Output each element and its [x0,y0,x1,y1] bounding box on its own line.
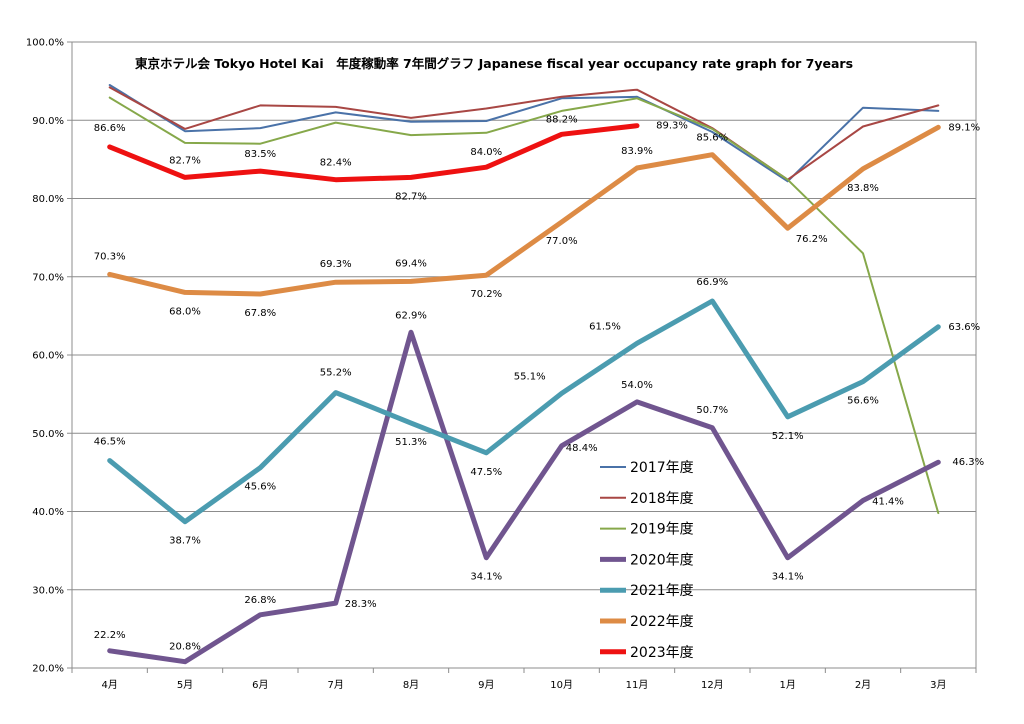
data-label: 54.0% [621,380,653,391]
data-label: 69.3% [320,259,352,270]
x-tick-label: 3月 [930,679,946,691]
data-label: 46.5% [94,437,126,448]
series-line-2021年度 [107,298,941,525]
data-label: 22.2% [94,630,126,641]
y-tick-label: 90.0% [32,116,64,127]
data-label: 69.4% [395,258,427,269]
x-tick-label: 7月 [327,679,343,691]
legend-label: 2021年度 [630,583,694,599]
legend-label: 2023年度 [630,645,694,661]
series-line-2017年度 [108,84,940,183]
data-label: 70.3% [94,251,126,262]
data-label: 55.1% [514,371,546,382]
data-label: 52.1% [772,431,804,442]
series-line-2023年度 [107,123,640,183]
data-label: 41.4% [872,497,904,508]
legend-label: 2019年度 [630,522,694,538]
y-tick-label: 60.0% [32,351,64,362]
data-label: 67.8% [244,308,276,319]
y-tick-label: 80.0% [32,194,64,205]
data-label: 46.3% [952,457,984,468]
data-labels: 22.2% 20.8% 26.8% 28.3% 62.9% 34.1% 48.4% 54.0%… [94,114,984,652]
x-tick-label: 2月 [855,679,871,691]
legend-label: 2018年度 [630,491,694,507]
y-tick-label: 100.0% [26,38,64,49]
x-tick-label: 8月 [403,679,419,691]
data-label: 50.7% [696,405,728,416]
data-label: 45.6% [244,482,276,493]
series-line-2018年度 [108,86,940,181]
legend-label: 2017年度 [630,460,694,476]
data-label: 70.2% [470,289,502,300]
data-label: 34.1% [772,572,804,583]
x-tick-label: 6月 [252,679,268,691]
data-label: 63.6% [948,322,980,333]
axes: 20.0% 30.0% 40.0% 50.0% 60.0% 70.0% 80.0% 90.0%… [26,38,977,691]
x-tick-label: 11月 [626,679,649,691]
data-label: 66.9% [696,277,728,288]
x-tick-label: 12月 [701,679,724,691]
data-label: 55.2% [320,368,352,379]
data-label: 68.0% [169,306,201,317]
y-tick-label: 50.0% [32,429,64,440]
data-label: 82.7% [169,155,201,166]
data-label: 83.5% [244,149,276,160]
gridlines [71,41,977,669]
data-label: 34.1% [470,572,502,583]
data-label: 82.7% [395,191,427,202]
data-label: 20.8% [169,642,201,653]
data-label: 62.9% [395,310,427,321]
legend: 2017年度 2018年度 2019年度 2020年度 2021年度 2022年度 2023… [600,460,694,661]
legend-label: 2020年度 [630,552,694,568]
data-label: 51.3% [395,437,427,448]
data-label: 89.3% [656,121,688,132]
data-label: 56.6% [847,396,879,407]
y-tick-label: 20.0% [32,664,64,675]
chart-title: 東京ホテル会 Tokyo Hotel Kai 年度稼動率 7年間グラフ Japa… [135,56,853,71]
series-line-2019年度 [108,96,940,515]
legend-label: 2022年度 [630,614,694,630]
y-tick-label: 70.0% [32,272,64,283]
series-line-2022年度 [107,124,941,297]
data-label: 88.2% [546,114,578,125]
x-tick-label: 10月 [550,679,573,691]
data-label: 89.1% [948,122,980,133]
data-label: 28.3% [345,599,377,610]
data-label: 77.0% [546,236,578,247]
x-tick-label: 5月 [177,679,193,691]
series-lines [107,84,941,665]
data-label: 48.4% [566,443,598,454]
data-label: 26.8% [244,595,276,606]
data-label: 83.8% [847,183,879,194]
x-tick-label: 9月 [478,679,494,691]
data-label: 47.5% [470,467,502,478]
data-label: 82.4% [320,158,352,169]
x-tick-label: 4月 [101,679,117,691]
data-label: 38.7% [169,536,201,547]
data-label: 61.5% [589,321,621,332]
data-label: 85.6% [696,133,728,144]
data-label: 84.0% [470,147,502,158]
series-line-2020年度 [107,329,941,665]
y-tick-label: 40.0% [32,507,64,518]
y-tick-label: 30.0% [32,585,64,596]
data-label: 76.2% [796,234,828,245]
data-label: 83.9% [621,146,653,157]
x-tick-label: 1月 [779,679,795,691]
data-label: 86.6% [94,123,126,134]
